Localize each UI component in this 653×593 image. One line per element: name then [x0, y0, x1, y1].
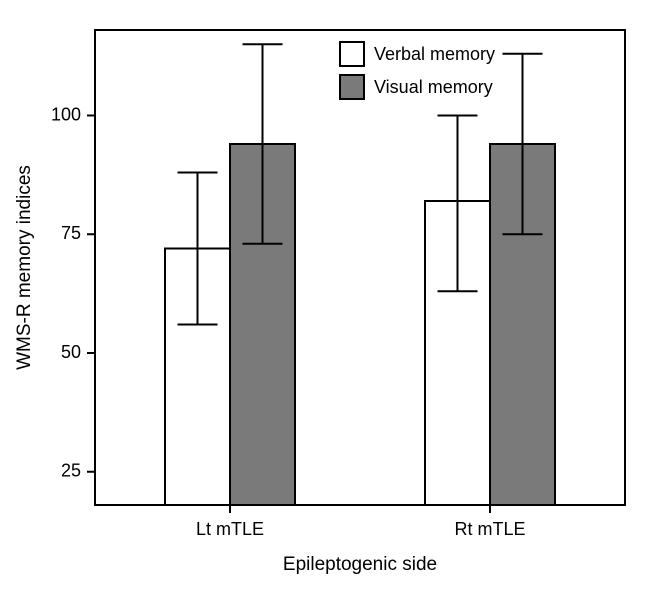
x-tick-label: Lt mTLE	[196, 519, 264, 539]
x-tick-label: Rt mTLE	[454, 519, 525, 539]
bar-chart: 25 50 75 100 WMS-R memory indices Lt mTLE Rt m…	[0, 0, 653, 593]
chart-container: 25 50 75 100 WMS-R memory indices Lt mTLE Rt m…	[0, 0, 653, 593]
legend-swatch	[340, 42, 364, 66]
legend-swatch	[340, 75, 364, 99]
legend-label: Verbal memory	[374, 44, 495, 64]
y-tick-label: 100	[51, 104, 81, 124]
y-tick-label: 25	[61, 461, 81, 481]
legend-label: Visual memory	[374, 77, 493, 97]
x-axis-label: Epileptogenic side	[283, 554, 437, 575]
y-axis-label: WMS-R memory indices	[14, 165, 35, 370]
y-tick-label: 75	[61, 223, 81, 243]
y-tick-label: 50	[61, 342, 81, 362]
